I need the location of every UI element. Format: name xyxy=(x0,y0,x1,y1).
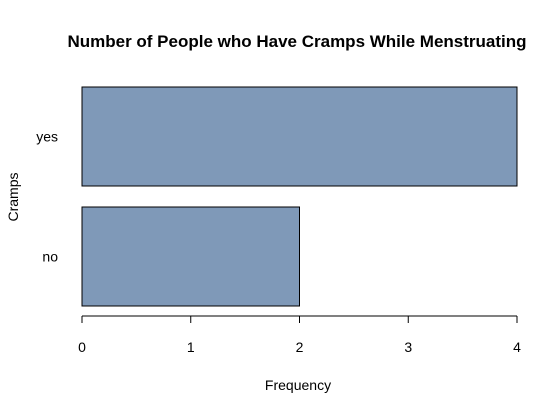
x-tick-label-1: 1 xyxy=(187,339,195,355)
bars-group xyxy=(81,86,518,307)
y-tick-label-no: no xyxy=(42,249,58,265)
chart-title: Number of People who Have Cramps While M… xyxy=(67,32,526,51)
x-tick-label-4: 4 xyxy=(513,339,521,355)
x-tick-label-0: 0 xyxy=(78,339,86,355)
x-axis-label: Frequency xyxy=(265,377,331,393)
bar-no xyxy=(81,206,300,307)
y-tick-labels: no yes xyxy=(36,129,58,265)
x-tick-label-3: 3 xyxy=(404,339,412,355)
y-tick-label-yes: yes xyxy=(36,129,58,145)
x-axis: 0 1 2 3 4 xyxy=(78,315,521,355)
bar-yes xyxy=(81,86,518,187)
y-axis-label: Cramps xyxy=(5,172,21,221)
x-tick-label-2: 2 xyxy=(296,339,304,355)
